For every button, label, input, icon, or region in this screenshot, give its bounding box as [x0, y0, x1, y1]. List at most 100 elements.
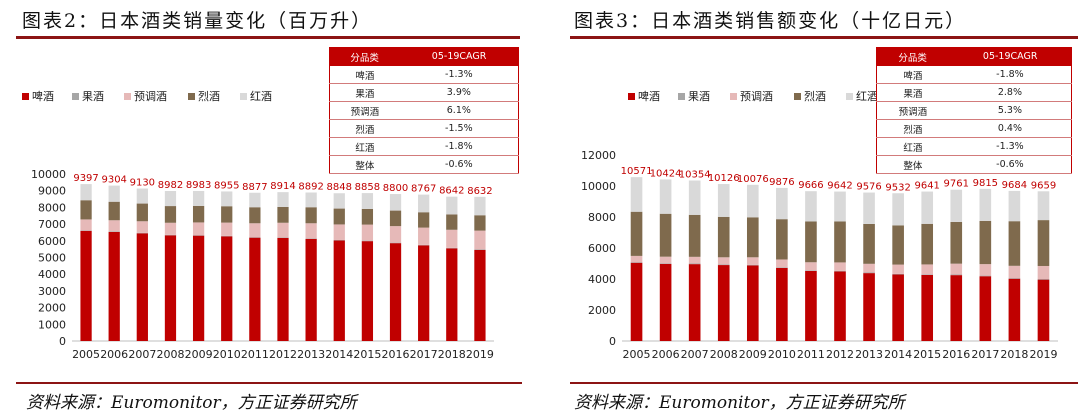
total-data-label: 9576: [856, 182, 881, 193]
bar-segment: [446, 196, 458, 215]
cagr-value-cell: -0.6%: [948, 155, 1072, 174]
total-data-label: 8767: [411, 184, 436, 195]
bar-segment: [446, 248, 458, 341]
bar-segment: [805, 270, 817, 341]
cagr-value-cell: -1.3%: [948, 137, 1072, 156]
bar-segment: [979, 276, 992, 341]
bar-segment: [333, 224, 345, 240]
title-divider: [16, 36, 520, 39]
bar-segment: [446, 214, 458, 230]
bar-segment: [80, 184, 92, 201]
bar-segment: [950, 275, 963, 341]
bar-segment: [164, 222, 177, 235]
bar-segment: [418, 227, 430, 245]
total-data-label: 9532: [885, 182, 910, 193]
bar-segment: [746, 265, 759, 341]
bar-segment: [979, 275, 992, 277]
x-tick-label: 2017: [410, 348, 438, 361]
sales-volume-panel: 图表2：日本酒类销量变化（百万升） 0 1000 2000 3000 4000 5000 6…: [0, 0, 522, 380]
y-tick-label: 7000: [38, 218, 66, 231]
bar-segment: [164, 235, 177, 341]
cagr-value-cell: 2.8%: [948, 83, 1072, 102]
bar-segment: [892, 193, 904, 226]
y-tick-label: 1000: [38, 318, 66, 331]
bar-segment: [921, 191, 934, 224]
bar-segment: [717, 216, 730, 258]
bar-segment: [108, 231, 120, 232]
value-cagr-table: 分品类 05-19CAGR 啤酒 -1.8% 果酒 2.8% 预调酒 5.3% 烈酒 0.4%…: [875, 47, 1072, 174]
bar-segment: [979, 264, 992, 276]
legend-swatch: [240, 93, 247, 100]
y-tick-label: 2000: [588, 304, 616, 317]
legend-label: 烈酒: [804, 89, 826, 103]
x-tick-label: 2009: [185, 348, 213, 361]
table-row: 预调酒 6.1%: [329, 101, 519, 120]
x-tick-label: 2014: [884, 348, 912, 361]
bar-segment: [418, 212, 430, 228]
table-header-category: 分品类: [875, 47, 950, 66]
bar-segment: [1037, 191, 1050, 221]
y-tick-label: 4000: [38, 268, 66, 281]
bar-segment: [80, 219, 92, 231]
legend-label: 烈酒: [198, 89, 220, 103]
bar-segment: [249, 207, 261, 224]
bar-segment: [192, 235, 205, 341]
bar-segment: [805, 270, 817, 271]
x-tick-label: 2008: [156, 348, 184, 361]
category-cell: 烈酒: [329, 119, 400, 138]
bar-segment: [361, 241, 374, 341]
x-tick-label: 2005: [72, 348, 100, 361]
legend-swatch: [846, 93, 853, 100]
bar-segment: [892, 264, 904, 274]
x-tick-label: 2006: [100, 348, 128, 361]
bar-segment: [630, 177, 643, 212]
bar-segment: [950, 221, 963, 264]
bar-segment: [474, 196, 486, 216]
category-cell: 啤酒: [876, 65, 949, 84]
cagr-value-cell: 6.1%: [399, 101, 519, 120]
bar-segment: [192, 222, 205, 236]
category-cell: 整体: [329, 155, 400, 174]
sales-value-chart: 0 2000 4000 6000 8000 10000 12000 10571 2005 1042…: [581, 89, 1058, 361]
legend-label: 啤酒: [638, 89, 660, 103]
bar-segment: [659, 213, 672, 257]
bar-segment: [136, 233, 148, 341]
x-tick-label: 2012: [269, 348, 297, 361]
total-data-label: 10571: [621, 166, 653, 177]
bar-segment: [863, 223, 875, 264]
bar-segment: [979, 220, 992, 265]
legend-label: 果酒: [688, 90, 710, 103]
source-note: 资料来源：Euromonitor，方正证券研究所: [26, 393, 357, 413]
bar-segment: [108, 231, 120, 341]
category-cell: 预调酒: [329, 101, 400, 120]
y-tick-label: 8000: [588, 211, 616, 224]
category-cell: 整体: [876, 155, 949, 174]
bar-segment: [1008, 221, 1021, 266]
bar-segment: [630, 255, 643, 263]
bar-segment: [249, 223, 261, 238]
bar-segment: [892, 273, 904, 275]
bar-segment: [277, 237, 289, 341]
bar-segment: [474, 249, 486, 250]
bar-segment: [361, 224, 374, 241]
bar-segment: [1037, 265, 1050, 279]
y-tick-label: 0: [59, 335, 66, 348]
y-tick-label: 5000: [38, 252, 66, 265]
x-tick-label: 2009: [739, 348, 767, 361]
y-tick-label: 12000: [581, 149, 616, 162]
bar-segment: [863, 192, 875, 224]
table-row: 整体 -0.6%: [329, 155, 519, 174]
bar-segment: [688, 214, 701, 257]
bar-segment: [979, 188, 992, 221]
bar-segment: [659, 256, 672, 264]
bar-segment: [921, 274, 934, 341]
bar-segment: [1008, 278, 1021, 341]
bar-segment: [805, 191, 817, 222]
bar-segment: [630, 262, 643, 263]
bar-segment: [776, 267, 788, 268]
bar-segment: [389, 194, 402, 211]
legend-swatch: [72, 93, 79, 100]
table-row: 烈酒 0.4%: [876, 119, 1072, 138]
bar-segment: [305, 238, 317, 239]
cagr-value-cell: -1.8%: [948, 65, 1072, 84]
